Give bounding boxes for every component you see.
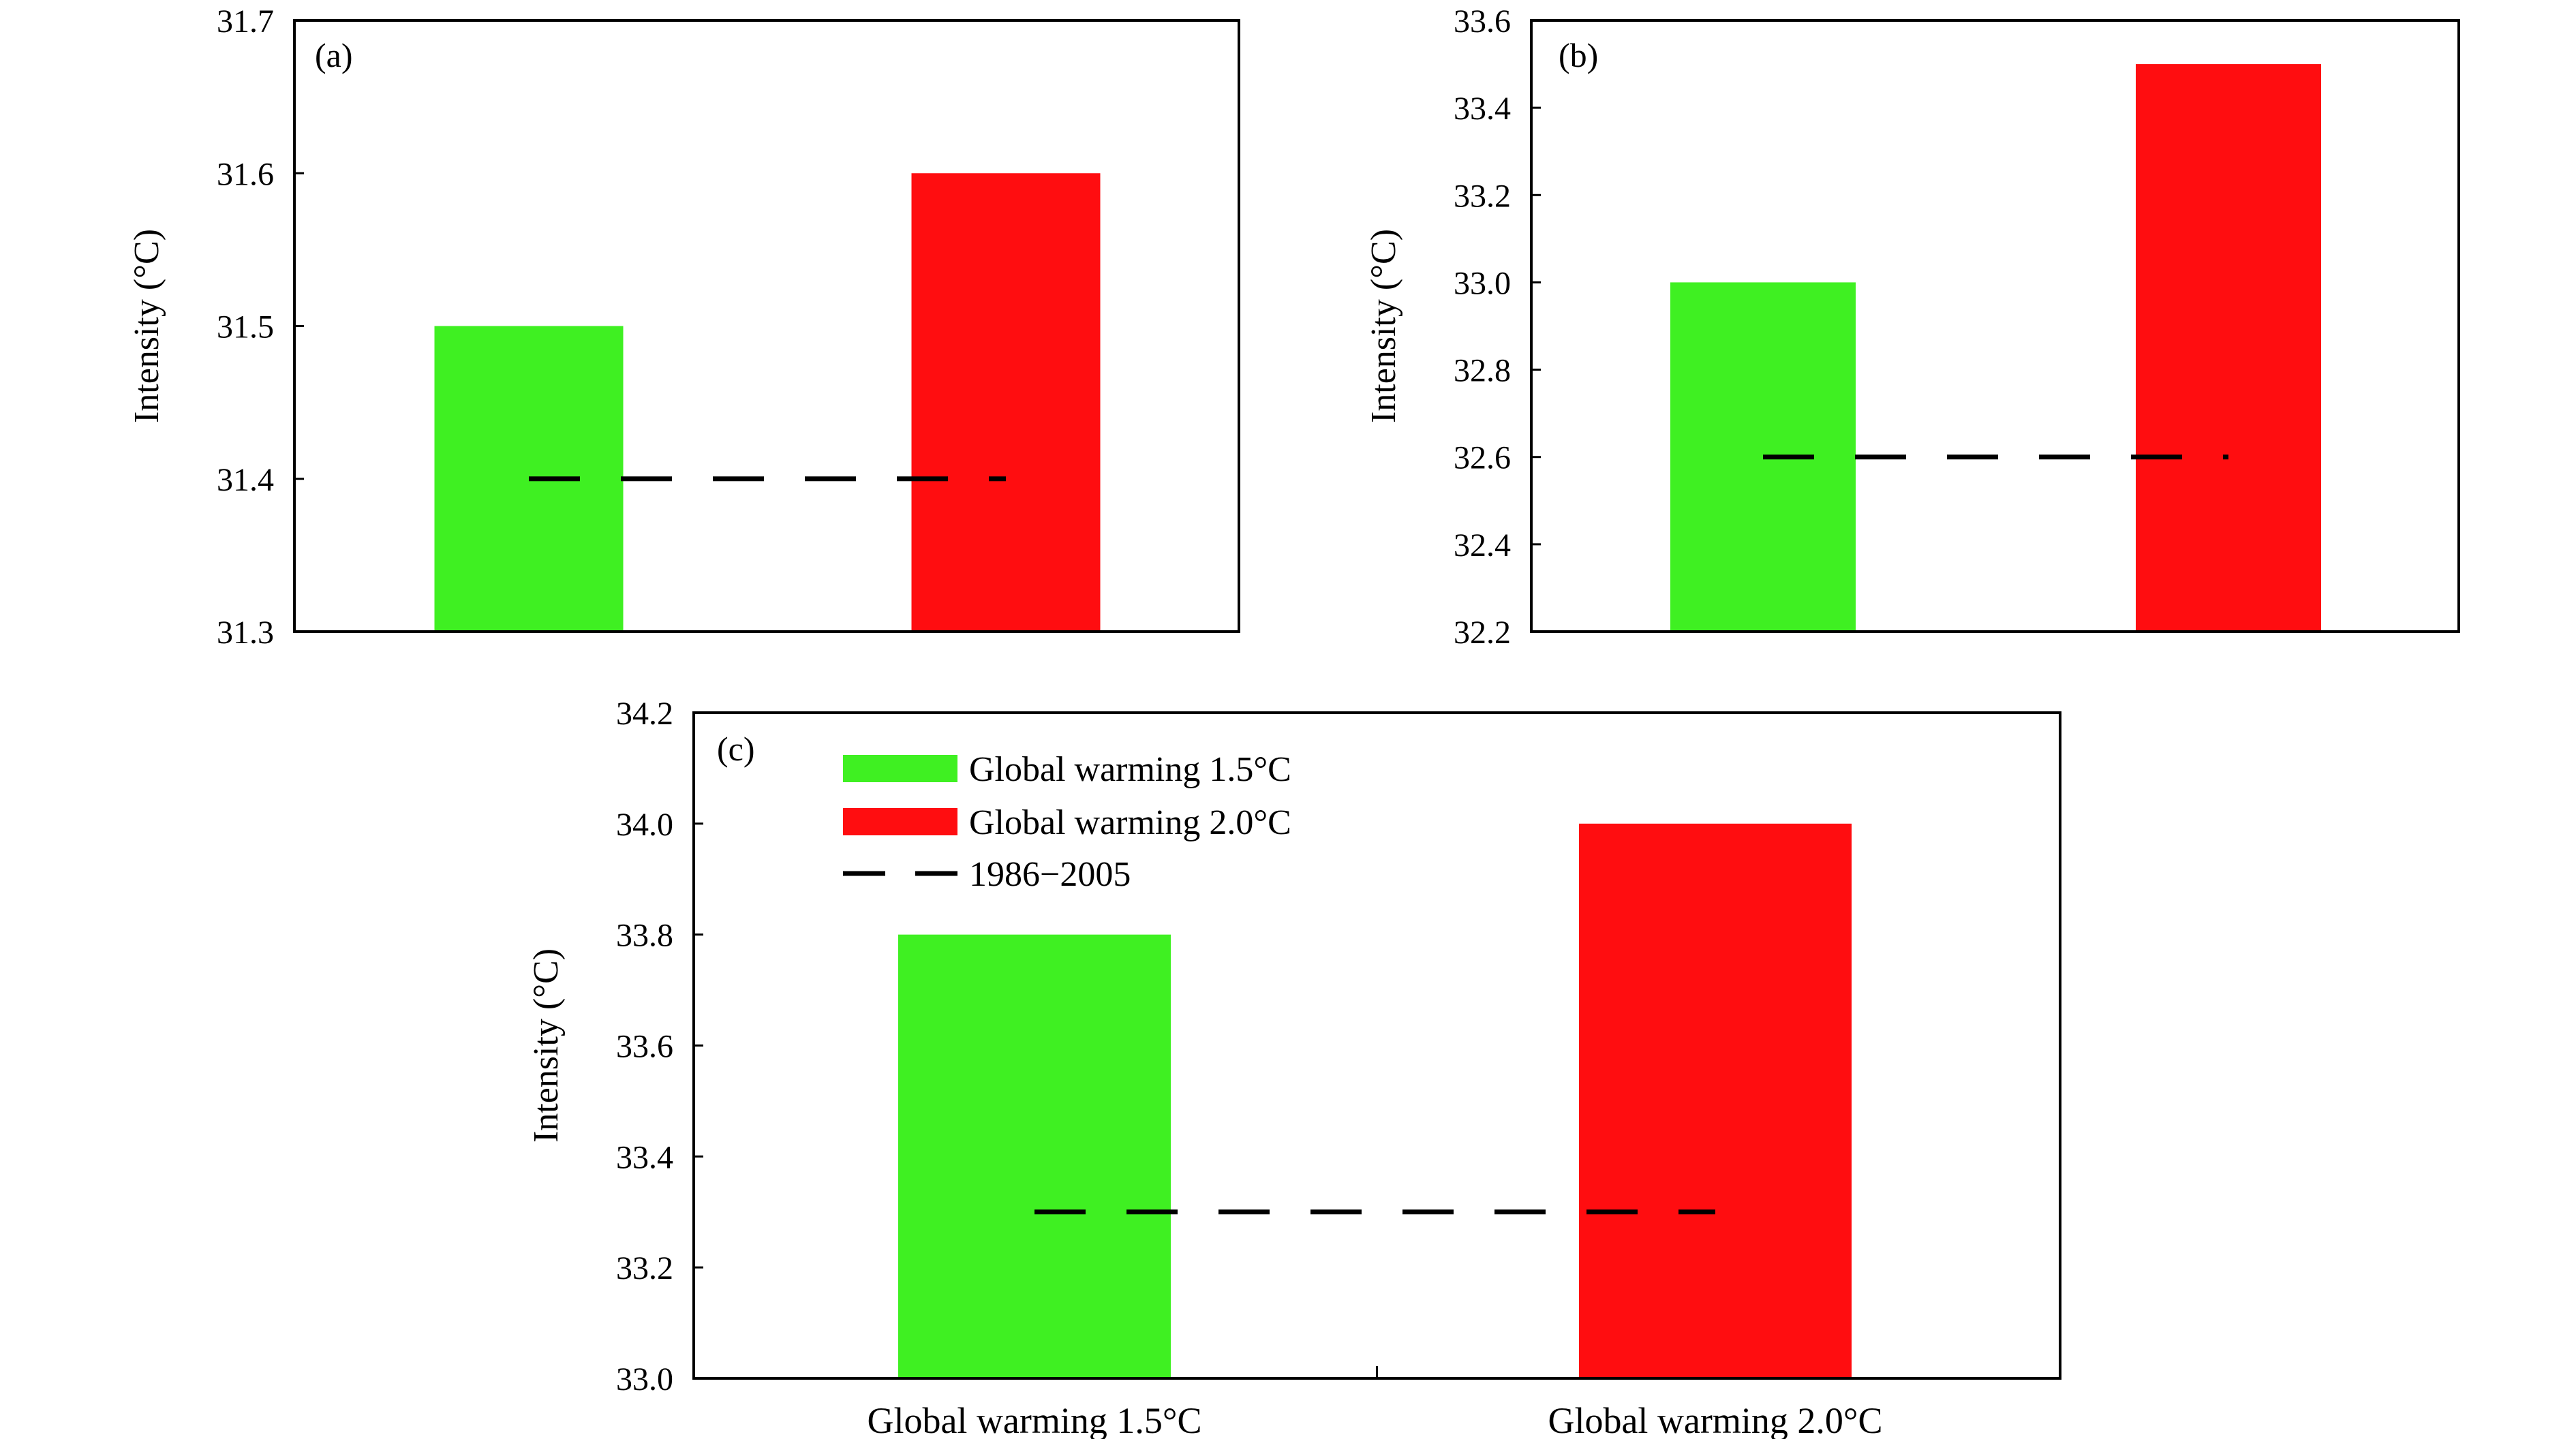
x-category-label: Global warming 2.0°C	[1548, 1400, 1882, 1439]
legend-swatch-2-0c	[843, 808, 957, 835]
y-tick-label: 31.3	[217, 615, 274, 651]
y-tick-label: 33.2	[1454, 178, 1511, 214]
y-tick-label: 33.4	[616, 1139, 673, 1175]
y-axis-label: Intensity (°C)	[1364, 229, 1403, 423]
y-tick-label: 33.8	[616, 918, 673, 954]
chart-panel-a: 31.3 31.4 31.5 31.6 31.7 Intensity (°C) (a)	[127, 3, 1240, 651]
plot-frame	[1530, 19, 2460, 633]
panel-label: (c)	[717, 730, 755, 768]
chart-panel-c: 33.0 33.2 33.4 33.6 33.8 34.0 34.2 Intensity (°…	[527, 696, 2061, 1439]
x-category-label: Global warming 1.5°C	[867, 1400, 1201, 1439]
y-tick-label: 33.0	[1454, 265, 1511, 301]
panel-label: (b)	[1559, 36, 1598, 74]
y-tick-label: 33.6	[616, 1029, 673, 1065]
legend: Global warming 1.5°C Global warming 2.0°C…	[843, 750, 1291, 894]
legend-swatch-1-5c	[843, 755, 957, 782]
y-tick-label: 31.5	[217, 309, 274, 345]
y-tick-label: 34.0	[616, 807, 673, 843]
legend-label: Global warming 2.0°C	[969, 803, 1291, 842]
y-tick-label: 31.4	[217, 462, 274, 498]
legend-label: 1986−2005	[969, 855, 1131, 894]
bar-2-0c	[1579, 823, 1852, 1378]
y-axis-label: Intensity (°C)	[527, 948, 566, 1143]
y-tick-label: 31.7	[217, 3, 274, 40]
y-tick-label: 32.8	[1454, 353, 1511, 389]
bar-2-0c	[911, 173, 1101, 632]
y-tick-label: 32.4	[1454, 527, 1511, 563]
y-tick-label: 32.2	[1454, 615, 1511, 651]
bar-1-5c	[898, 934, 1171, 1378]
bar-2-0c	[2136, 64, 2321, 632]
y-axis-label: Intensity (°C)	[127, 229, 166, 423]
y-tick-label: 33.2	[616, 1250, 673, 1286]
y-tick-label: 32.6	[1454, 440, 1511, 476]
y-tick-label: 33.0	[616, 1361, 673, 1397]
y-tick-label: 34.2	[616, 696, 673, 732]
y-tick-label: 31.6	[217, 156, 274, 192]
y-tick-label: 33.6	[1454, 3, 1511, 40]
chart-panel-b: 32.2 32.4 32.6 32.8 33.0 33.2 33.4 33.6 Intensit…	[1364, 3, 2460, 651]
y-tick-label: 33.4	[1454, 91, 1511, 127]
panel-label: (a)	[315, 36, 353, 74]
legend-label: Global warming 1.5°C	[969, 750, 1291, 789]
